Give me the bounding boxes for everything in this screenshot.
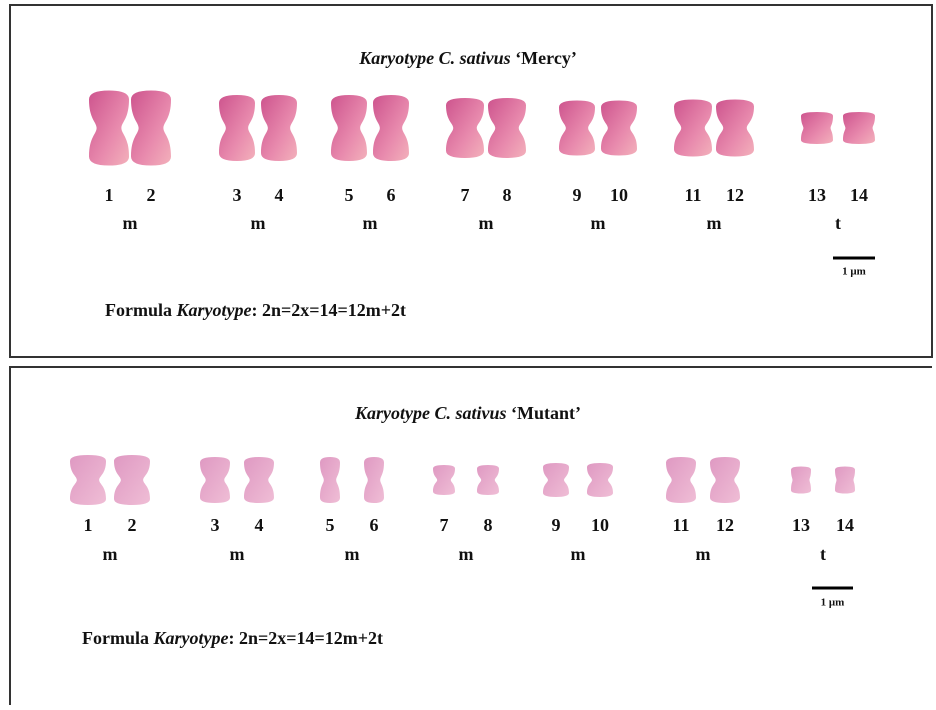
chromosome-number: 3 — [233, 185, 242, 205]
chromosome-number: 10 — [610, 185, 628, 205]
formula-italic: Karyotype — [176, 300, 252, 320]
chromosome-number: 9 — [573, 185, 582, 205]
chromosome-number: 12 — [716, 515, 734, 535]
chromosome — [364, 457, 384, 503]
formula-prefix: Formula — [82, 628, 149, 648]
chromosome — [320, 457, 340, 503]
karyotype-formula: Formula Karyotype: 2n=2x=14=12m+2t — [105, 300, 406, 320]
formula-suffix: : 2n=2x=14=12m+2t — [251, 300, 406, 320]
chromosome — [843, 112, 875, 144]
centromere-type: m — [571, 544, 586, 564]
chromosome — [791, 466, 811, 494]
chromosome — [801, 112, 833, 144]
chromosome — [587, 463, 613, 497]
panel-title: Karyotype C. sativus ‘Mercy’ — [358, 48, 577, 68]
chromosome-number: 5 — [326, 515, 335, 535]
chromosome-number: 5 — [345, 185, 354, 205]
formula-suffix: : 2n=2x=14=12m+2t — [228, 628, 383, 648]
chromosome-number: 9 — [552, 515, 561, 535]
chromosome-number: 13 — [792, 515, 810, 535]
chromosome — [835, 466, 855, 494]
karyotype-panel: Karyotype C. sativus ‘Mercy’1 2m3 4m5 6m7 8m… — [89, 48, 875, 320]
chromosome-number: 4 — [255, 515, 264, 535]
title-cultivar: ‘Mercy’ — [515, 48, 577, 68]
chromosome — [331, 95, 367, 161]
chromosome — [488, 98, 526, 158]
chromosome — [131, 90, 171, 166]
chromosome — [114, 455, 150, 505]
chromosome — [219, 95, 255, 161]
title-italic: Karyotype C. sativus — [358, 48, 511, 68]
chromosome — [710, 457, 740, 503]
chromosome-number: 8 — [503, 185, 512, 205]
karyotype-panel: Karyotype C. sativus ‘Mutant’1 2m3 4m5 6m7 8… — [70, 403, 855, 648]
centromere-type: m — [251, 213, 266, 233]
centromere-type: m — [123, 213, 138, 233]
chromosome-number: 1 — [105, 185, 114, 205]
chromosome — [601, 100, 637, 156]
chromosome-number: 13 — [808, 185, 826, 205]
centromere-type: t — [835, 213, 841, 233]
centromere-type: m — [696, 544, 711, 564]
chromosome — [559, 100, 595, 156]
panel-frame — [9, 366, 932, 705]
chromosome-number: 10 — [591, 515, 609, 535]
chromosome — [89, 90, 129, 166]
chromosome — [446, 98, 484, 158]
centromere-type: t — [820, 544, 826, 564]
centromere-type: m — [345, 544, 360, 564]
karyotype-formula: Formula Karyotype: 2n=2x=14=12m+2t — [82, 628, 383, 648]
chromosome — [200, 457, 230, 503]
centromere-type: m — [363, 213, 378, 233]
chromosome-number: 7 — [461, 185, 470, 205]
centromere-type: m — [479, 213, 494, 233]
centromere-type: m — [591, 213, 606, 233]
chromosome-number: 14 — [836, 515, 854, 535]
panel-title: Karyotype C. sativus ‘Mutant’ — [354, 403, 581, 423]
chromosome — [666, 457, 696, 503]
chromosome-number: 11 — [684, 185, 701, 205]
chromosome-number: 8 — [484, 515, 493, 535]
title-italic: Karyotype C. sativus — [354, 403, 507, 423]
chromosome-number: 2 — [128, 515, 137, 535]
chromosome — [716, 99, 754, 157]
chromosome — [261, 95, 297, 161]
title-cultivar: ‘Mutant’ — [511, 403, 581, 423]
chromosome-number: 14 — [850, 185, 868, 205]
scale-bar-label: 1 μm — [821, 597, 845, 609]
centromere-type: m — [459, 544, 474, 564]
centromere-type: m — [707, 213, 722, 233]
chromosome — [674, 99, 712, 157]
chromosome-number: 2 — [147, 185, 156, 205]
chromosome-number: 3 — [211, 515, 220, 535]
chromosome — [433, 465, 455, 495]
chromosome-number: 1 — [84, 515, 93, 535]
formula-italic: Karyotype — [153, 628, 229, 648]
panel-frame — [9, 4, 933, 358]
chromosome-number: 12 — [726, 185, 744, 205]
centromere-type: m — [230, 544, 245, 564]
chromosome-number: 4 — [275, 185, 284, 205]
chromosome-number: 6 — [370, 515, 379, 535]
chromosome — [244, 457, 274, 503]
chromosome-number: 7 — [440, 515, 449, 535]
chromosome — [373, 95, 409, 161]
chromosome-number: 11 — [672, 515, 689, 535]
chromosome-number: 6 — [387, 185, 396, 205]
chromosome — [477, 465, 499, 495]
formula-prefix: Formula — [105, 300, 172, 320]
scale-bar-label: 1 μm — [842, 266, 866, 278]
chromosome — [543, 463, 569, 497]
centromere-type: m — [103, 544, 118, 564]
chromosome — [70, 455, 106, 505]
